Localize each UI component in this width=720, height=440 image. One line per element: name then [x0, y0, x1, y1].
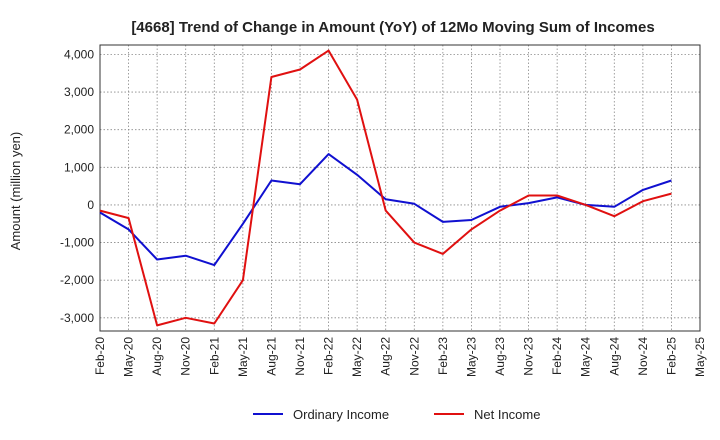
x-tick-label: Nov-21 [293, 337, 307, 376]
x-tick-label: Nov-20 [179, 337, 193, 376]
y-axis-label: Amount (million yen) [8, 132, 23, 251]
y-tick-label: 0 [87, 198, 94, 212]
legend-label: Ordinary Income [293, 407, 389, 422]
y-tick-label: 4,000 [64, 47, 94, 61]
axes: Feb-20 May-20 Aug-20 Nov-20 Feb-21 May-21 Aug-… [60, 44, 707, 377]
x-tick-label: May-24 [579, 337, 593, 377]
plot-frame [99, 44, 701, 332]
x-tick-label: Aug-21 [264, 337, 278, 376]
x-tick-label: Nov-23 [522, 337, 536, 376]
x-tick-label: Feb-21 [207, 337, 221, 375]
x-tick-label: Aug-22 [379, 337, 393, 376]
x-tick-label: Feb-25 [664, 337, 678, 375]
x-tick-label: May-20 [122, 337, 136, 377]
x-tick-label: Aug-20 [150, 337, 164, 376]
legend-label: Net Income [474, 407, 540, 422]
x-tick-label: May-25 [693, 337, 707, 377]
x-tick-label: May-21 [236, 337, 250, 377]
y-tick-label: 1,000 [64, 160, 94, 174]
y-tick-label: 3,000 [64, 85, 94, 99]
grid [100, 45, 700, 331]
x-tick-label: Aug-23 [493, 337, 507, 376]
x-tick-label: Nov-22 [407, 337, 421, 376]
y-tick-label: 2,000 [64, 123, 94, 137]
x-tick-label: Nov-24 [636, 337, 650, 376]
x-tick-label: May-23 [464, 337, 478, 377]
x-tick-label: Feb-20 [93, 337, 107, 375]
x-tick-label: Feb-23 [436, 337, 450, 375]
x-tick-label: May-22 [350, 337, 364, 377]
x-tick-label: Feb-22 [322, 337, 336, 375]
y-tick-label: -3,000 [60, 311, 94, 325]
y-tick-label: -2,000 [60, 273, 94, 287]
x-tick-label: Feb-24 [550, 337, 564, 375]
chart-title: [4668] Trend of Change in Amount (YoY) o… [131, 19, 654, 36]
x-tick-label: Aug-24 [607, 337, 621, 376]
legend: Ordinary Income Net Income [253, 407, 540, 422]
series-line-net-income [99, 49, 672, 327]
series [99, 49, 672, 327]
y-tick-label: -1,000 [60, 236, 94, 250]
